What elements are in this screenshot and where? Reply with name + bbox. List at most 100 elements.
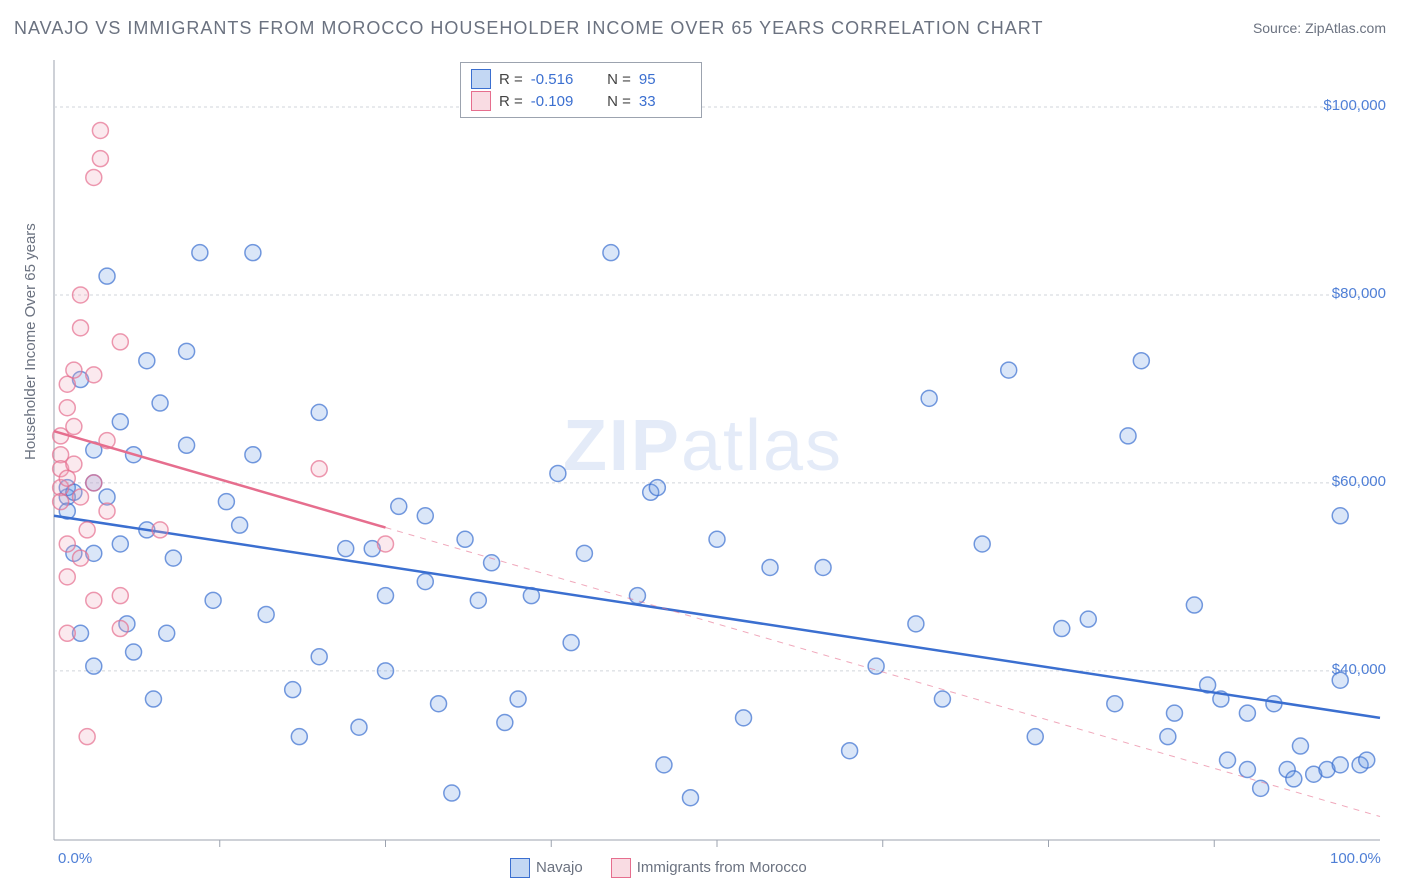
- scatter-point: [311, 404, 327, 420]
- scatter-point: [59, 400, 75, 416]
- scatter-point: [59, 569, 75, 585]
- scatter-point: [311, 461, 327, 477]
- scatter-point: [736, 710, 752, 726]
- scatter-point: [205, 592, 221, 608]
- scatter-point: [974, 536, 990, 552]
- scatter-point: [73, 489, 89, 505]
- scatter-point: [139, 353, 155, 369]
- scatter-point: [86, 367, 102, 383]
- scatter-point: [152, 395, 168, 411]
- scatter-point: [576, 545, 592, 561]
- stats-legend-row: R = -0.516 N = 95: [471, 69, 691, 89]
- scatter-point: [1286, 771, 1302, 787]
- scatter-point: [92, 122, 108, 138]
- trend-line-dashed: [386, 528, 1381, 817]
- scatter-point: [1166, 705, 1182, 721]
- scatter-point: [152, 522, 168, 538]
- scatter-point: [99, 268, 115, 284]
- scatter-point: [1107, 696, 1123, 712]
- scatter-point: [126, 644, 142, 660]
- scatter-point: [656, 757, 672, 773]
- scatter-point: [73, 320, 89, 336]
- scatter-point: [59, 625, 75, 641]
- y-tick-label: $40,000: [1332, 661, 1386, 678]
- scatter-point: [112, 621, 128, 637]
- scatter-point: [112, 588, 128, 604]
- scatter-point: [53, 494, 69, 510]
- scatter-point: [86, 169, 102, 185]
- scatter-point: [73, 550, 89, 566]
- scatter-point: [1160, 729, 1176, 745]
- scatter-point: [649, 480, 665, 496]
- scatter-point: [245, 447, 261, 463]
- scatter-point: [417, 574, 433, 590]
- scatter-point: [73, 287, 89, 303]
- scatter-point: [285, 682, 301, 698]
- x-tick-label: 100.0%: [1330, 850, 1381, 867]
- scatter-point: [842, 743, 858, 759]
- scatter-point: [682, 790, 698, 806]
- scatter-point: [59, 536, 75, 552]
- scatter-point: [1332, 508, 1348, 524]
- y-tick-label: $60,000: [1332, 473, 1386, 490]
- scatter-point: [1332, 757, 1348, 773]
- scatter-point: [66, 456, 82, 472]
- scatter-point: [258, 606, 274, 622]
- scatter-point: [1027, 729, 1043, 745]
- scatter-point: [629, 588, 645, 604]
- scatter-point: [1239, 705, 1255, 721]
- scatter-point: [112, 334, 128, 350]
- scatter-plot: [0, 0, 1406, 892]
- scatter-point: [1239, 762, 1255, 778]
- scatter-point: [431, 696, 447, 712]
- scatter-point: [550, 465, 566, 481]
- scatter-point: [159, 625, 175, 641]
- scatter-point: [563, 635, 579, 651]
- scatter-point: [179, 343, 195, 359]
- scatter-point: [351, 719, 367, 735]
- stats-legend: R = -0.516 N = 95R = -0.109 N = 33: [460, 62, 702, 118]
- scatter-point: [378, 588, 394, 604]
- scatter-point: [497, 715, 513, 731]
- scatter-point: [112, 536, 128, 552]
- scatter-point: [145, 691, 161, 707]
- scatter-point: [86, 475, 102, 491]
- scatter-point: [311, 649, 327, 665]
- scatter-point: [391, 498, 407, 514]
- scatter-point: [1080, 611, 1096, 627]
- scatter-point: [378, 663, 394, 679]
- scatter-point: [603, 245, 619, 261]
- scatter-point: [192, 245, 208, 261]
- scatter-point: [112, 414, 128, 430]
- scatter-point: [66, 362, 82, 378]
- scatter-point: [86, 658, 102, 674]
- scatter-point: [79, 729, 95, 745]
- legend-item: Immigrants from Morocco: [611, 858, 807, 878]
- scatter-point: [1253, 780, 1269, 796]
- y-tick-label: $100,000: [1323, 97, 1386, 114]
- scatter-point: [1186, 597, 1202, 613]
- scatter-point: [908, 616, 924, 632]
- scatter-point: [66, 419, 82, 435]
- scatter-point: [1120, 428, 1136, 444]
- scatter-point: [92, 151, 108, 167]
- scatter-point: [417, 508, 433, 524]
- scatter-point: [762, 559, 778, 575]
- scatter-point: [179, 437, 195, 453]
- stats-legend-row: R = -0.109 N = 33: [471, 91, 691, 111]
- scatter-point: [484, 555, 500, 571]
- scatter-point: [218, 494, 234, 510]
- scatter-point: [709, 531, 725, 547]
- scatter-point: [232, 517, 248, 533]
- scatter-point: [934, 691, 950, 707]
- scatter-point: [1220, 752, 1236, 768]
- scatter-point: [291, 729, 307, 745]
- scatter-point: [1359, 752, 1375, 768]
- scatter-point: [99, 503, 115, 519]
- scatter-point: [1292, 738, 1308, 754]
- scatter-point: [378, 536, 394, 552]
- scatter-point: [921, 390, 937, 406]
- scatter-point: [1001, 362, 1017, 378]
- series-legend: NavajoImmigrants from Morocco: [510, 858, 807, 878]
- scatter-point: [815, 559, 831, 575]
